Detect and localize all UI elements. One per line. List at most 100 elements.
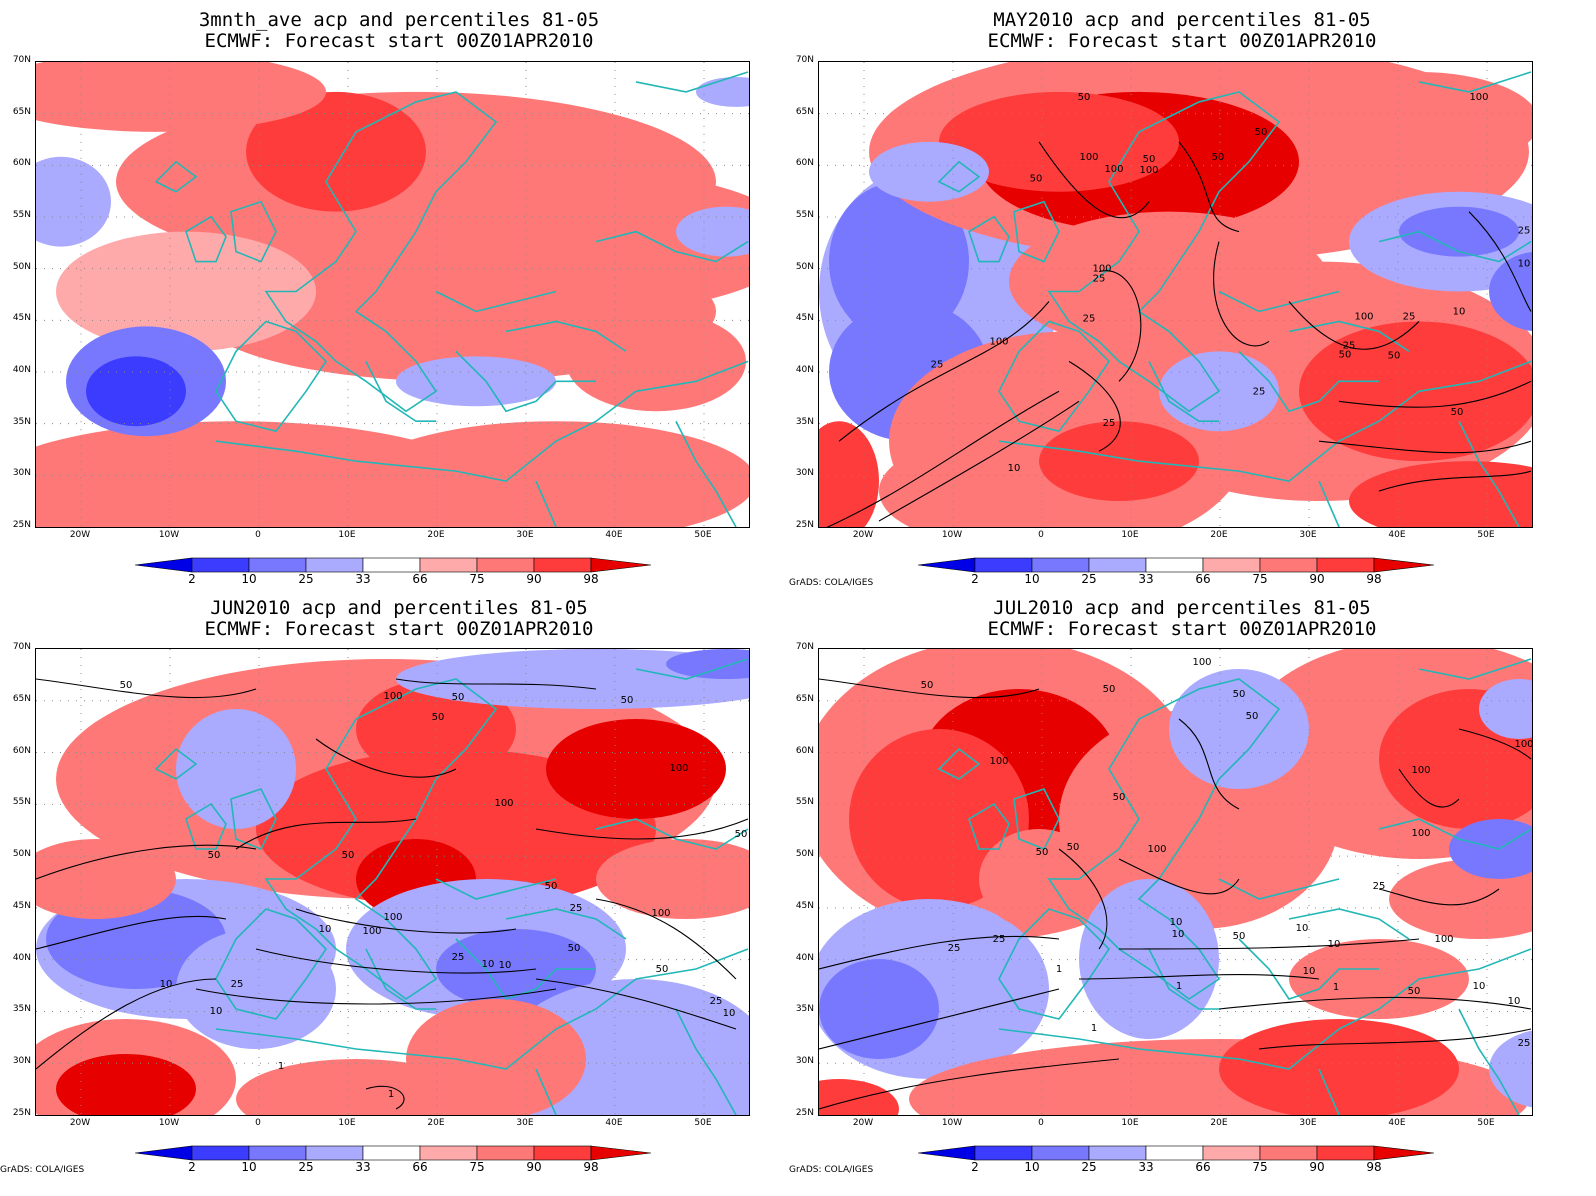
colorbar-label: 66: [412, 1160, 428, 1174]
colorbar-label: 75: [1252, 572, 1268, 586]
colorbar-segment: [590, 557, 652, 573]
coastline: [154, 160, 198, 193]
contour-line: [1378, 888, 1500, 906]
panel-3mnth-ave: 3mnth_ave acp and percentiles 81-05 ECMW…: [0, 0, 798, 598]
lat-tick-label: 35N: [795, 416, 814, 427]
colorbar-label: 98: [1366, 572, 1382, 586]
contour-line: [1118, 858, 1240, 895]
contour-label: 100: [989, 756, 1008, 767]
lon-tick-label: 50E: [694, 530, 712, 540]
contour-label: 10: [210, 1006, 223, 1017]
lon-tick-label: 0: [1038, 1118, 1044, 1128]
lat-tick-label: 35N: [12, 416, 31, 427]
shaded-region: [1389, 859, 1532, 939]
colorbar-segment: [248, 557, 307, 573]
coastline: [998, 360, 1532, 482]
contour-label: 100: [989, 336, 1008, 347]
contour-label: 100: [1147, 844, 1166, 855]
colorbar-label: 33: [355, 1160, 371, 1174]
lat-tick-label: 55N: [12, 210, 31, 220]
colorbar-segment: [974, 1145, 1033, 1161]
contour-label: 25: [710, 996, 723, 1007]
shaded-region: [356, 679, 516, 779]
shaded-region: [1169, 669, 1309, 789]
coastline: [215, 360, 749, 482]
contour-line: [535, 978, 737, 1030]
colorbar-label: 33: [355, 572, 371, 586]
colorbar-segment: [191, 557, 250, 573]
colorbar-label: 66: [412, 572, 428, 586]
contour-line: [1098, 270, 1142, 382]
lon-tick-label: 40E: [605, 530, 623, 540]
coastline: [675, 420, 737, 527]
map-area: 50 50 100 50 50 100 100 50 100 100 50 100 50 25 10 25 10…: [818, 648, 1533, 1116]
colorbar-label: 10: [241, 1160, 257, 1174]
colorbar-label: 98: [1366, 1160, 1382, 1174]
contour-label: 50: [1030, 174, 1043, 185]
panel-jun2010: JUN2010 acp and percentiles 81-05 ECMWF:…: [0, 588, 798, 1186]
contour-label: 100: [1092, 264, 1111, 275]
contour-line: [878, 400, 1080, 522]
contour-label: 25: [452, 952, 465, 963]
shaded-region: [979, 829, 1099, 929]
colorbar-segment: [1316, 1145, 1375, 1161]
contour-label: 50: [1246, 711, 1259, 722]
colorbar-segment: [1373, 1145, 1435, 1161]
colorbar-segment: [191, 1145, 250, 1161]
lon-tick-label: 20W: [69, 530, 91, 540]
contour-line: [235, 818, 417, 850]
colorbar-segment: [305, 557, 364, 573]
coastline: [230, 788, 277, 851]
contour-label: 50: [1103, 684, 1116, 695]
colorbar-segment: [1145, 1145, 1204, 1161]
lat-tick-label: 55N: [795, 210, 814, 220]
lon-tick-label: 20E: [1210, 530, 1228, 540]
contour-label: 100: [1104, 164, 1123, 175]
contour-label: 100: [669, 763, 688, 774]
coastline: [535, 1068, 557, 1115]
contour-label: 25: [1083, 313, 1096, 324]
colorbar-label: 90: [526, 1160, 542, 1174]
coastline: [675, 1008, 737, 1115]
contour-line: [1078, 974, 1320, 980]
contour-label: 10: [319, 924, 332, 935]
lon-tick-label: 10E: [1121, 1118, 1139, 1128]
contour-label: 25: [1518, 226, 1531, 237]
lon-tick-label: 30E: [516, 1118, 534, 1128]
contour-line: [36, 678, 257, 699]
colorbar-segment: [533, 557, 592, 573]
coastline: [1318, 1068, 1340, 1115]
colorbar-segment: [419, 557, 478, 573]
lon-tick-label: 50E: [1477, 530, 1495, 540]
colorbar-segment: [917, 1145, 976, 1161]
shaded-region: [1219, 1019, 1459, 1115]
lon-tick-label: 0: [1038, 530, 1044, 540]
contour-label: 25: [1253, 386, 1266, 397]
coastline: [1378, 230, 1532, 263]
contour-label: 10: [1473, 981, 1486, 992]
contour-label: 10: [1170, 917, 1183, 928]
panel-title-line1: JUL2010 acp and percentiles 81-05: [993, 597, 1371, 619]
lat-tick-label: 40N: [795, 952, 814, 963]
contour-label: 50: [1339, 349, 1352, 360]
lat-tick-label: 50N: [795, 849, 814, 860]
lon-tick-label: 20E: [427, 530, 445, 540]
colorbar-label: 10: [1024, 1160, 1040, 1174]
coastline: [455, 350, 596, 413]
contour-label: 100: [383, 912, 402, 923]
shaded-region: [396, 649, 749, 709]
coastline: [435, 290, 557, 313]
contour-line: [819, 678, 1040, 699]
contour-line: [819, 1058, 1120, 1110]
colorbar-label: 98: [583, 572, 599, 586]
colorbar-label: 10: [1024, 572, 1040, 586]
coastline: [215, 908, 328, 1020]
contour-label: 1: [388, 1089, 394, 1100]
shaded-region: [1079, 879, 1219, 1039]
coastline: [215, 948, 749, 1070]
colorbar-label: 25: [298, 572, 314, 586]
colorbar-segment: [134, 557, 193, 573]
contour-line: [195, 988, 557, 1005]
lon-tick-label: 10W: [158, 530, 180, 540]
